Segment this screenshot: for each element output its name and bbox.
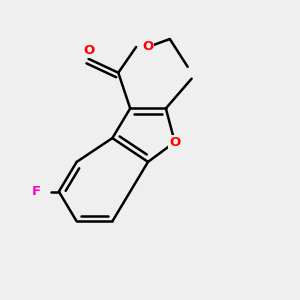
Text: O: O <box>169 136 180 148</box>
Text: O: O <box>142 40 153 53</box>
Text: O: O <box>83 44 94 57</box>
Text: F: F <box>32 185 41 198</box>
